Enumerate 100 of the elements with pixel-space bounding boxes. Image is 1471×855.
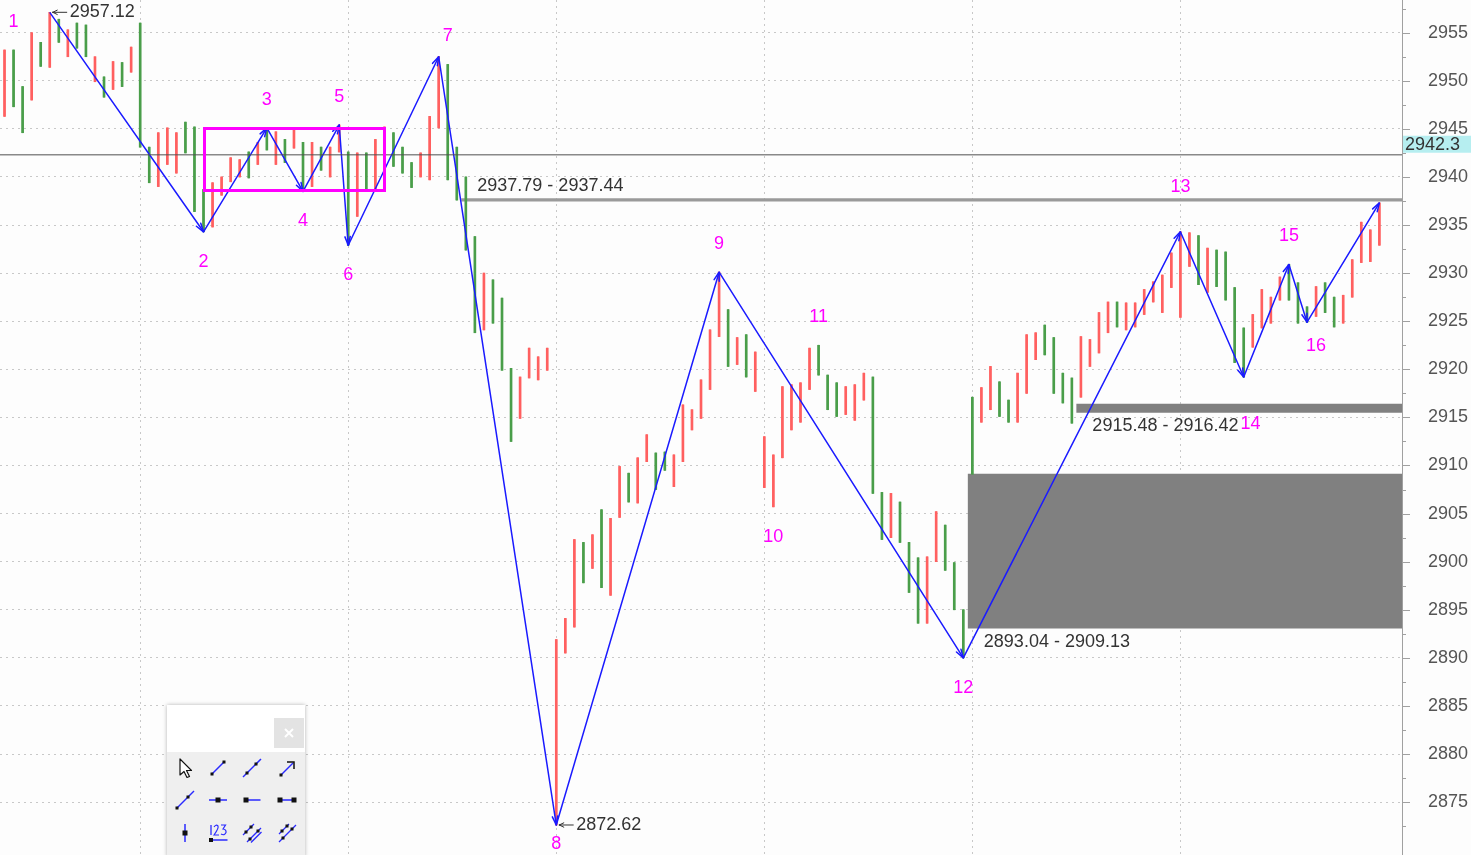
- text: 16: [1306, 335, 1327, 356]
- candlestick: [3, 49, 6, 117]
- candlestick: [1206, 247, 1209, 293]
- candlestick: [1016, 372, 1019, 423]
- data-label: 2957.12: [69, 1, 135, 22]
- candlestick: [862, 372, 866, 401]
- y-tick-label: 2925: [1428, 310, 1469, 331]
- candlestick: [1170, 252, 1173, 288]
- candlestick: [1251, 314, 1255, 348]
- candlestick: [989, 366, 992, 411]
- candlestick: [193, 126, 196, 212]
- candlestick: [166, 127, 169, 165]
- candlestick: [518, 376, 522, 419]
- candlestick: [1088, 339, 1092, 367]
- text: 7: [442, 25, 453, 46]
- candlestick: [1115, 301, 1119, 328]
- candlestick: [147, 146, 151, 184]
- candlestick: [365, 152, 368, 190]
- candlestick: [446, 64, 450, 181]
- candlestick: [889, 493, 893, 538]
- candlestick: [1369, 229, 1372, 262]
- text: 11: [809, 306, 828, 327]
- candlestick: [871, 376, 875, 494]
- candlestick: [563, 618, 567, 654]
- candlestick: [907, 542, 911, 593]
- candlestick: [328, 146, 332, 178]
- candlestick: [880, 492, 884, 540]
- candlestick: [419, 152, 422, 178]
- candlestick: [708, 329, 712, 390]
- candlestick: [799, 382, 802, 423]
- candlestick: [762, 436, 766, 488]
- candlestick: [1378, 202, 1381, 246]
- candlestick: [30, 32, 33, 101]
- text: 10: [763, 525, 784, 546]
- candlestick: [184, 121, 187, 154]
- candlestick: [844, 386, 848, 415]
- candlestick: [726, 309, 730, 367]
- candlestick: [1097, 312, 1101, 354]
- candlestick: [21, 86, 24, 134]
- candlestick: [808, 347, 811, 390]
- text: 4: [298, 210, 309, 231]
- candlestick: [1314, 286, 1318, 317]
- candlestick: [573, 539, 576, 628]
- text: 9: [714, 233, 725, 254]
- candlestick: [1233, 287, 1236, 363]
- candlestick: [826, 374, 829, 411]
- candlestick: [916, 557, 920, 624]
- y-tick-label: 2890: [1428, 646, 1469, 667]
- candlestick: [699, 379, 703, 419]
- candlestick: [943, 524, 947, 571]
- text: 2: [198, 250, 209, 271]
- candlestick: [129, 46, 133, 73]
- candlestick: [1350, 259, 1354, 298]
- candlestick: [1179, 231, 1182, 318]
- y-tick-label: 2930: [1428, 262, 1469, 283]
- candlestick: [1197, 235, 1200, 286]
- candlestick: [735, 337, 739, 365]
- y-tick-label: 2955: [1428, 21, 1469, 42]
- candlestick: [980, 387, 983, 423]
- candlestick: [1070, 377, 1074, 424]
- candlestick: [1332, 296, 1336, 328]
- candlestick: [229, 157, 232, 183]
- candlestick: [175, 132, 178, 174]
- candlestick: [1034, 332, 1037, 361]
- y-tick-label: 2940: [1428, 165, 1469, 186]
- text: 13: [1170, 176, 1191, 197]
- candlestick: [536, 356, 540, 381]
- candlestick: [645, 434, 649, 462]
- y-tick-label: 2885: [1428, 694, 1469, 715]
- candlestick: [1124, 302, 1128, 331]
- candlestick: [355, 152, 359, 217]
- candlestick: [156, 132, 160, 187]
- candlestick: [75, 22, 79, 49]
- candlestick: [835, 382, 839, 417]
- text: 5: [334, 86, 345, 106]
- candlestick: [961, 609, 965, 659]
- candlestick: [120, 62, 124, 87]
- y-tick-label: 2895: [1428, 598, 1469, 619]
- candlestick: [48, 11, 52, 68]
- candlestick: [853, 384, 857, 421]
- text: 1: [8, 10, 19, 31]
- candlestick: [39, 41, 43, 67]
- candlestick: [428, 116, 431, 181]
- y-tick-label: 2915: [1428, 406, 1469, 427]
- text: 15: [1278, 225, 1299, 246]
- candlestick: [1224, 251, 1227, 301]
- candlestick: [690, 409, 694, 431]
- candlestick: [971, 396, 974, 475]
- text: 6: [343, 264, 354, 285]
- text: 3: [261, 88, 272, 109]
- candlestick: [1025, 334, 1028, 394]
- candlestick: [591, 534, 594, 569]
- candlestick: [527, 347, 531, 379]
- y-tick-label: 2880: [1428, 742, 1469, 763]
- candlestick: [781, 386, 784, 459]
- y-tick-label: 2935: [1428, 214, 1469, 235]
- candlestick: [1007, 399, 1010, 423]
- candlestick: [772, 454, 775, 508]
- y-tick-label: 2900: [1428, 550, 1469, 571]
- candlestick: [1052, 337, 1056, 394]
